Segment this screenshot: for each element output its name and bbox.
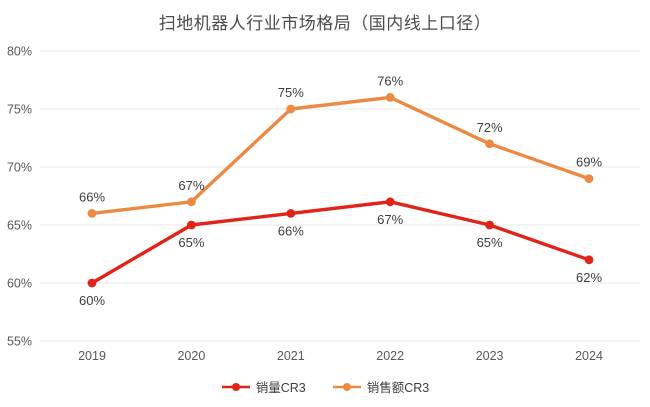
data-point-label: 72% [477,120,503,135]
x-tick-label: 2019 [78,349,106,363]
data-point-label: 66% [278,223,304,238]
x-tick-label: 2022 [376,349,404,363]
data-point-label: 69% [576,155,602,170]
legend-item: 销量CR3 [221,377,306,396]
data-point-label: 76% [377,73,403,88]
x-tick-label: 2020 [177,349,205,363]
legend-marker-icon [221,382,250,391]
data-point-label: 65% [477,235,503,250]
data-point-label: 75% [278,85,304,100]
data-point-marker [584,255,594,265]
data-point-marker [187,197,196,207]
y-tick-label: 75% [7,103,32,117]
data-point-marker [485,139,494,149]
chart-title: 扫地机器人行业市场格局（国内线上口径） [158,14,492,33]
data-point-marker [485,220,494,230]
legend-marker-icon [332,382,361,391]
data-point-label: 60% [79,293,105,308]
data-point-marker [187,220,196,230]
legend-label: 销量CR3 [255,381,306,395]
y-tick-label: 55% [7,335,32,349]
y-tick-label: 65% [7,219,32,233]
data-point-marker [286,209,296,218]
legend-label: 销售额CR3 [366,381,430,395]
data-point-label: 65% [178,235,204,250]
x-tick-label: 2024 [575,349,603,363]
data-point-marker [385,93,395,102]
data-point-label: 66% [79,189,105,204]
chart-legend: 销量CR3 销售额CR3 [0,377,650,396]
legend-item: 销售额CR3 [332,377,430,396]
x-tick-label: 2023 [476,349,504,363]
series-line [90,200,591,285]
data-point-marker [286,104,296,114]
data-point-marker [584,174,594,184]
y-tick-label: 60% [7,277,32,291]
data-point-marker [87,209,97,218]
data-point-label: 62% [576,270,602,285]
series-line [90,95,591,216]
y-tick-label: 70% [7,161,32,175]
x-tick-label: 2021 [277,349,305,363]
data-point-label: 67% [178,178,204,193]
data-point-marker [385,197,395,207]
data-point-marker [87,278,97,288]
y-tick-label: 80% [7,45,32,59]
data-point-label: 67% [377,212,403,227]
